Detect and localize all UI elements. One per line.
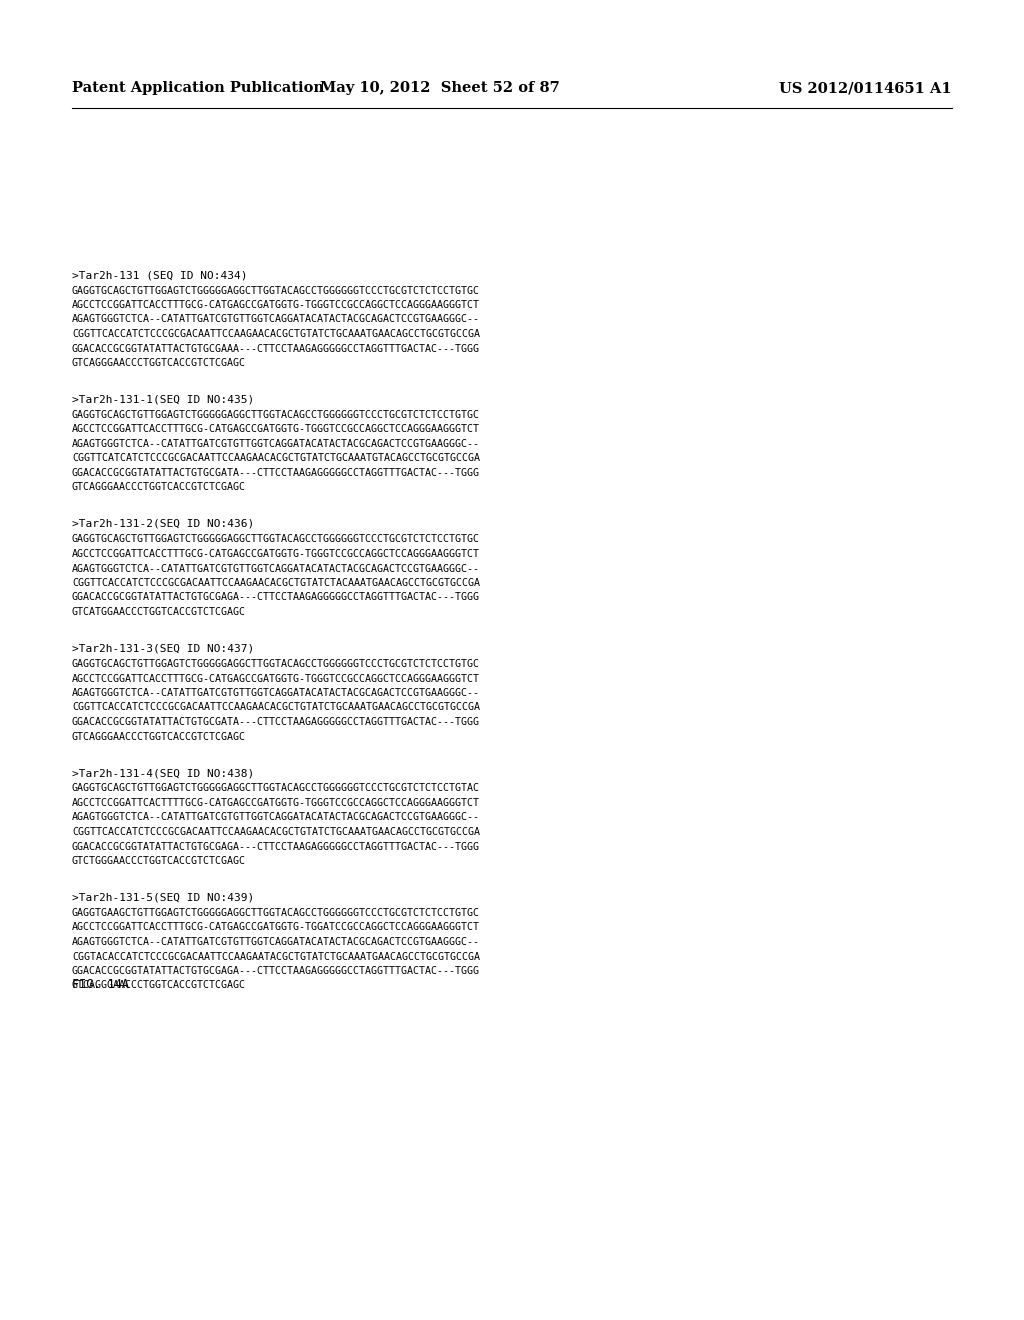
Text: >Tar2h-131-3(SEQ ID NO:437): >Tar2h-131-3(SEQ ID NO:437): [72, 644, 254, 653]
Text: Patent Application Publication: Patent Application Publication: [72, 81, 324, 95]
Text: AGCCTCCGGATTCACCTTTGCG-CATGAGCCGATGGTG-TGGGTCCGCCAGGCTCCAGGGAAGGGTCT: AGCCTCCGGATTCACCTTTGCG-CATGAGCCGATGGTG-T…: [72, 549, 480, 558]
Text: >Tar2h-131-2(SEQ ID NO:436): >Tar2h-131-2(SEQ ID NO:436): [72, 519, 254, 529]
Text: CGGTTCACCATCTCCCGCGACAATTCCAAGAACACGCTGTATCTACAAATGAACAGCCTGCGTGCCGA: CGGTTCACCATCTCCCGCGACAATTCCAAGAACACGCTGT…: [72, 578, 480, 587]
Text: GAGGTGAAGCTGTTGGAGTCTGGGGGAGGCTTGGTACAGCCTGGGGGGTCCCTGCGTCTCTCCTGTGC: GAGGTGAAGCTGTTGGAGTCTGGGGGAGGCTTGGTACAGC…: [72, 908, 480, 917]
Text: GTCAGGGAACCCTGGTCACCGTCTCGAGC: GTCAGGGAACCCTGGTCACCGTCTCGAGC: [72, 981, 246, 990]
Text: >Tar2h-131-1(SEQ ID NO:435): >Tar2h-131-1(SEQ ID NO:435): [72, 395, 254, 404]
Text: >Tar2h-131 (SEQ ID NO:434): >Tar2h-131 (SEQ ID NO:434): [72, 271, 248, 280]
Text: GGACACCGCGGTATATTACTGTGCGAAA---CTTCCTAAGAGGGGGCCTAGGTTTGACTAC---TGGG: GGACACCGCGGTATATTACTGTGCGAAA---CTTCCTAAG…: [72, 343, 480, 354]
Text: GGACACCGCGGTATATTACTGTGCGAGA---CTTCCTAAGAGGGGGCCTAGGTTTGACTAC---TGGG: GGACACCGCGGTATATTACTGTGCGAGA---CTTCCTAAG…: [72, 966, 480, 975]
Text: GAGGTGCAGCTGTTGGAGTCTGGGGGAGGCTTGGTACAGCCTGGGGGGTCCCTGCGTCTCTCCTGTGC: GAGGTGCAGCTGTTGGAGTCTGGGGGAGGCTTGGTACAGC…: [72, 285, 480, 296]
Text: CGGTTCACCATCTCCCGCGACAATTCCAAGAACACGCTGTATCTGCAAATGAACAGCCTGCGTGCCGA: CGGTTCACCATCTCCCGCGACAATTCCAAGAACACGCTGT…: [72, 329, 480, 339]
Text: AGAGTGGGTCTCA--CATATTGATCGTGTTGGTCAGGATACATACTACGCAGACTCCGTGAAGGGC--: AGAGTGGGTCTCA--CATATTGATCGTGTTGGTCAGGATA…: [72, 564, 480, 573]
Text: GAGGTGCAGCTGTTGGAGTCTGGGGGAGGCTTGGTACAGCCTGGGGGGTCCCTGCGTCTCTCCTGTGC: GAGGTGCAGCTGTTGGAGTCTGGGGGAGGCTTGGTACAGC…: [72, 535, 480, 544]
Text: AGAGTGGGTCTCA--CATATTGATCGTGTTGGTCAGGATACATACTACGCAGACTCCGTGAAGGGC--: AGAGTGGGTCTCA--CATATTGATCGTGTTGGTCAGGATA…: [72, 440, 480, 449]
Text: AGCCTCCGGATTCACCTTTGCG-CATGAGCCGATGGTG-TGGATCCGCCAGGCTCCAGGGAAGGGTCT: AGCCTCCGGATTCACCTTTGCG-CATGAGCCGATGGTG-T…: [72, 923, 480, 932]
Text: CGGTACACCATCTCCCGCGACAATTCCAAGAATACGCTGTATCTGCAAATGAACAGCCTGCGTGCCGA: CGGTACACCATCTCCCGCGACAATTCCAAGAATACGCTGT…: [72, 952, 480, 961]
Text: GAGGTGCAGCTGTTGGAGTCTGGGGGAGGCTTGGTACAGCCTGGGGGGTCCCTGCGTCTCTCCTGTGC: GAGGTGCAGCTGTTGGAGTCTGGGGGAGGCTTGGTACAGC…: [72, 411, 480, 420]
Text: FIG. 14A: FIG. 14A: [72, 978, 129, 991]
Text: GGACACCGCGGTATATTACTGTGCGATA---CTTCCTAAGAGGGGGCCTAGGTTTGACTAC---TGGG: GGACACCGCGGTATATTACTGTGCGATA---CTTCCTAAG…: [72, 717, 480, 727]
Text: AGAGTGGGTCTCA--CATATTGATCGTGTTGGTCAGGATACATACTACGCAGACTCCGTGAAGGGC--: AGAGTGGGTCTCA--CATATTGATCGTGTTGGTCAGGATA…: [72, 688, 480, 698]
Text: GAGGTGCAGCTGTTGGAGTCTGGGGGAGGCTTGGTACAGCCTGGGGGGTCCCTGCGTCTCTCCTGTGC: GAGGTGCAGCTGTTGGAGTCTGGGGGAGGCTTGGTACAGC…: [72, 659, 480, 669]
Text: AGCCTCCGGATTCACCTTTGCG-CATGAGCCGATGGTG-TGGGTCCGCCAGGCTCCAGGGAAGGGTCT: AGCCTCCGGATTCACCTTTGCG-CATGAGCCGATGGTG-T…: [72, 425, 480, 434]
Text: CGGTTCATCATCTCCCGCGACAATTCCAAGAACACGCTGTATCTGCAAATGTACAGCCTGCGTGCCGA: CGGTTCATCATCTCCCGCGACAATTCCAAGAACACGCTGT…: [72, 454, 480, 463]
Text: US 2012/0114651 A1: US 2012/0114651 A1: [779, 81, 952, 95]
Text: May 10, 2012  Sheet 52 of 87: May 10, 2012 Sheet 52 of 87: [321, 81, 560, 95]
Text: CGGTTCACCATCTCCCGCGACAATTCCAAGAACACGCTGTATCTGCAAATGAACAGCCTGCGTGCCGA: CGGTTCACCATCTCCCGCGACAATTCCAAGAACACGCTGT…: [72, 828, 480, 837]
Text: GGACACCGCGGTATATTACTGTGCGAGA---CTTCCTAAGAGGGGGCCTAGGTTTGACTAC---TGGG: GGACACCGCGGTATATTACTGTGCGAGA---CTTCCTAAG…: [72, 593, 480, 602]
Text: GGACACCGCGGTATATTACTGTGCGATA---CTTCCTAAGAGGGGGCCTAGGTTTGACTAC---TGGG: GGACACCGCGGTATATTACTGTGCGATA---CTTCCTAAG…: [72, 469, 480, 478]
Text: GAGGTGCAGCTGTTGGAGTCTGGGGGAGGCTTGGTACAGCCTGGGGGGTCCCTGCGTCTCTCCTGTAC: GAGGTGCAGCTGTTGGAGTCTGGGGGAGGCTTGGTACAGC…: [72, 784, 480, 793]
Text: >Tar2h-131-4(SEQ ID NO:438): >Tar2h-131-4(SEQ ID NO:438): [72, 768, 254, 777]
Text: GGACACCGCGGTATATTACTGTGCGAGA---CTTCCTAAGAGGGGGCCTAGGTTTGACTAC---TGGG: GGACACCGCGGTATATTACTGTGCGAGA---CTTCCTAAG…: [72, 842, 480, 851]
Text: AGAGTGGGTCTCA--CATATTGATCGTGTTGGTCAGGATACATACTACGCAGACTCCGTGAAGGGC--: AGAGTGGGTCTCA--CATATTGATCGTGTTGGTCAGGATA…: [72, 314, 480, 325]
Text: AGCCTCCGGATTCACTTTTGCG-CATGAGCCGATGGTG-TGGGTCCGCCAGGCTCCAGGGAAGGGTCT: AGCCTCCGGATTCACTTTTGCG-CATGAGCCGATGGTG-T…: [72, 799, 480, 808]
Text: GTCATGGAACCCTGGTCACCGTCTCGAGC: GTCATGGAACCCTGGTCACCGTCTCGAGC: [72, 607, 246, 616]
Text: AGAGTGGGTCTCA--CATATTGATCGTGTTGGTCAGGATACATACTACGCAGACTCCGTGAAGGGC--: AGAGTGGGTCTCA--CATATTGATCGTGTTGGTCAGGATA…: [72, 813, 480, 822]
Text: AGCCTCCGGATTCACCTTTGCG-CATGAGCCGATGGTG-TGGGTCCGCCAGGCTCCAGGGAAGGGTCT: AGCCTCCGGATTCACCTTTGCG-CATGAGCCGATGGTG-T…: [72, 673, 480, 684]
Text: GTCTGGGAACCCTGGTCACCGTCTCGAGC: GTCTGGGAACCCTGGTCACCGTCTCGAGC: [72, 855, 246, 866]
Text: GTCAGGGAACCCTGGTCACCGTCTCGAGC: GTCAGGGAACCCTGGTCACCGTCTCGAGC: [72, 358, 246, 368]
Text: AGAGTGGGTCTCA--CATATTGATCGTGTTGGTCAGGATACATACTACGCAGACTCCGTGAAGGGC--: AGAGTGGGTCTCA--CATATTGATCGTGTTGGTCAGGATA…: [72, 937, 480, 946]
Text: GTCAGGGAACCCTGGTCACCGTCTCGAGC: GTCAGGGAACCCTGGTCACCGTCTCGAGC: [72, 483, 246, 492]
Text: AGCCTCCGGATTCACCTTTGCG-CATGAGCCGATGGTG-TGGGTCCGCCAGGCTCCAGGGAAGGGTCT: AGCCTCCGGATTCACCTTTGCG-CATGAGCCGATGGTG-T…: [72, 300, 480, 310]
Text: CGGTTCACCATCTCCCGCGACAATTCCAAGAACACGCTGTATCTGCAAATGAACAGCCTGCGTGCCGA: CGGTTCACCATCTCCCGCGACAATTCCAAGAACACGCTGT…: [72, 702, 480, 713]
Text: >Tar2h-131-5(SEQ ID NO:439): >Tar2h-131-5(SEQ ID NO:439): [72, 892, 254, 903]
Text: GTCAGGGAACCCTGGTCACCGTCTCGAGC: GTCAGGGAACCCTGGTCACCGTCTCGAGC: [72, 731, 246, 742]
